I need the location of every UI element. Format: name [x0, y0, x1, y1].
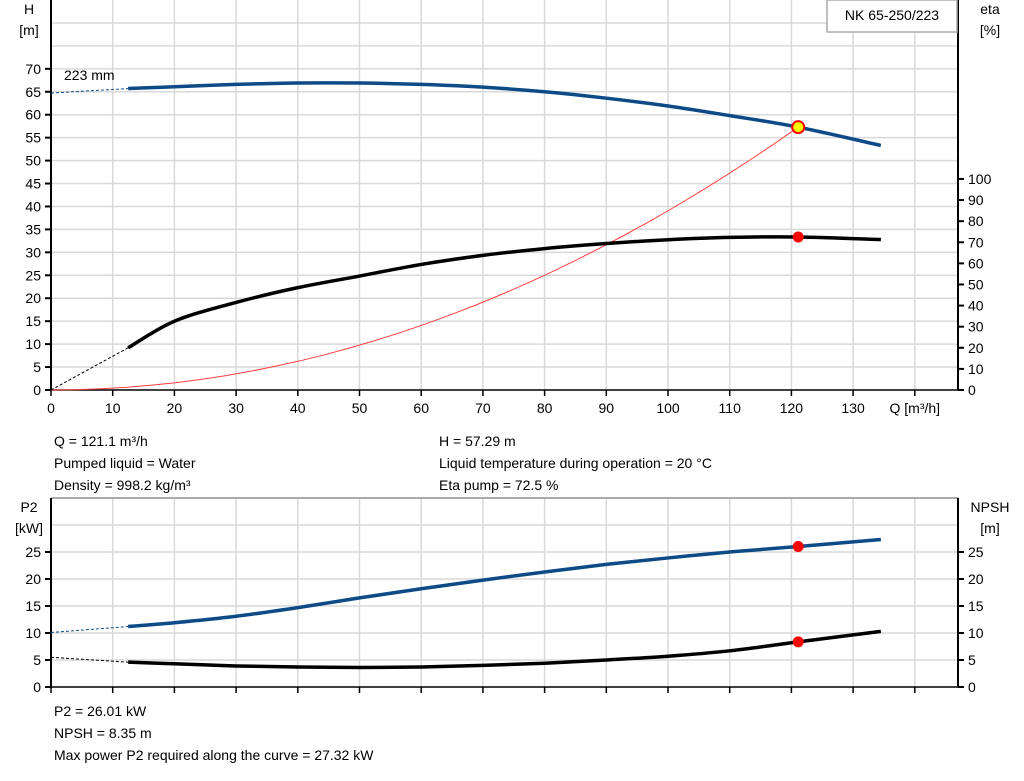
y-tick-label-right: 80: [968, 213, 984, 229]
x-tick-label: 110: [719, 400, 742, 416]
y-tick-label-left: 20: [25, 290, 41, 306]
y-tick-label-right: 20: [968, 571, 984, 587]
y-tick-label-left: 45: [25, 176, 41, 192]
y-axis-label-right: NPSH: [971, 499, 1010, 515]
x-tick-label: 10: [105, 400, 121, 416]
x-tick-label: 120: [780, 400, 804, 416]
y-axis-label-left: P2: [20, 499, 37, 515]
info-q: Q = 121.1 m³/h: [54, 433, 148, 449]
info-p2: P2 = 26.01 kW: [54, 703, 147, 719]
y-tick-label-left: 0: [33, 679, 41, 695]
y-tick-label-right: 70: [968, 234, 984, 250]
info-npsh: NPSH = 8.35 m: [54, 725, 152, 741]
y-tick-label-left: 25: [25, 544, 41, 560]
y-axis-label-left: H: [24, 1, 34, 17]
title-box: [826, 0, 958, 33]
y-tick-label-left: 10: [25, 336, 41, 352]
info-liquid: Pumped liquid = Water: [54, 455, 196, 471]
curve-P2: [127, 537, 882, 629]
y-tick-label-right: 5: [968, 652, 976, 668]
x-tick-label: 60: [413, 400, 429, 416]
y-tick-label-right: 40: [968, 298, 984, 314]
y-tick-label-left: 15: [25, 598, 41, 614]
info-bottom: P2 = 26.01 kW NPSH = 8.35 m Max power P2…: [54, 700, 373, 766]
y-tick-label-left: 20: [25, 571, 41, 587]
y-tick-label-left: 15: [25, 313, 41, 329]
y-tick-label-left: 5: [33, 652, 41, 668]
y-tick-label-left: 10: [25, 625, 41, 641]
y-tick-label-left: 40: [25, 198, 41, 214]
info-eta: Eta pump = 72.5 %: [439, 477, 559, 493]
y-tick-label-right: 60: [968, 255, 984, 271]
y-axis-label-left: [m]: [19, 22, 38, 38]
curve-H: [128, 81, 882, 148]
x-tick-label: 90: [599, 400, 615, 416]
chart-title: NK 65-250/223: [845, 7, 939, 23]
eta-duty-point: [792, 231, 804, 243]
x-tick-label: 20: [167, 400, 183, 416]
info-top-col2: H = 57.29 m Liquid temperature during op…: [439, 430, 712, 496]
y-axis-label-right: [%]: [980, 22, 1000, 38]
y-tick-label-left: 35: [25, 221, 41, 237]
y-tick-label-left: 70: [25, 61, 41, 77]
y-tick-label-left: 60: [25, 107, 41, 123]
curve-P2-extrapolated: [50, 626, 129, 633]
curve-H-extrapolated: [50, 88, 129, 94]
h-duty-point: [791, 120, 806, 135]
x-tick-label: 40: [290, 400, 306, 416]
curve-eta: [127, 235, 881, 350]
x-tick-label: 30: [228, 400, 244, 416]
y-tick-label-right: 50: [968, 276, 984, 292]
curve-NPSH-extrapolated: [50, 656, 129, 663]
y-tick-label-right: 25: [968, 544, 984, 560]
y-tick-label-right: 0: [968, 382, 976, 398]
npsh-duty-point: [792, 636, 804, 648]
y-tick-label-left: 0: [33, 382, 41, 398]
y-tick-label-left: 50: [25, 153, 41, 169]
y-tick-label-right: 10: [968, 625, 984, 641]
curve-eta-extrapolated: [50, 347, 129, 391]
y-axis-label-left: [kW]: [15, 520, 43, 536]
y-axis-label-right: eta: [980, 1, 1000, 17]
info-top-col1: Q = 121.1 m³/h Pumped liquid = Water Den…: [54, 430, 196, 496]
y-tick-label-left: 5: [33, 359, 41, 375]
info-density: Density = 998.2 kg/m³: [54, 477, 191, 493]
y-tick-label-left: 30: [25, 244, 41, 260]
info-h: H = 57.29 m: [439, 433, 516, 449]
x-tick-label: 100: [656, 400, 680, 416]
y-tick-label-right: 100: [968, 171, 992, 187]
y-tick-label-right: 20: [968, 340, 984, 356]
y-tick-label-left: 65: [25, 84, 41, 100]
y-axis-label-right: [m]: [980, 520, 999, 536]
y-tick-label-left: 25: [25, 267, 41, 283]
x-axis-label: Q [m³/h]: [890, 400, 941, 416]
info-temp: Liquid temperature during operation = 20…: [439, 455, 712, 471]
system-curve: [50, 126, 799, 391]
y-tick-label-right: 90: [968, 192, 984, 208]
y-tick-label-right: 0: [968, 679, 976, 695]
y-tick-label-right: 10: [968, 361, 984, 377]
impeller-diameter-label: 223 mm: [64, 67, 115, 83]
x-tick-label: 70: [475, 400, 491, 416]
y-tick-label-left: 55: [25, 130, 41, 146]
x-tick-label: 80: [537, 400, 553, 416]
x-tick-label: 50: [352, 400, 368, 416]
x-tick-label: 130: [841, 400, 865, 416]
info-max-p2: Max power P2 required along the curve = …: [54, 747, 374, 763]
curve-NPSH: [128, 629, 882, 670]
y-tick-label-right: 15: [968, 598, 984, 614]
p2-duty-point: [792, 541, 804, 553]
x-tick-label: 0: [47, 400, 55, 416]
y-tick-label-right: 30: [968, 319, 984, 335]
